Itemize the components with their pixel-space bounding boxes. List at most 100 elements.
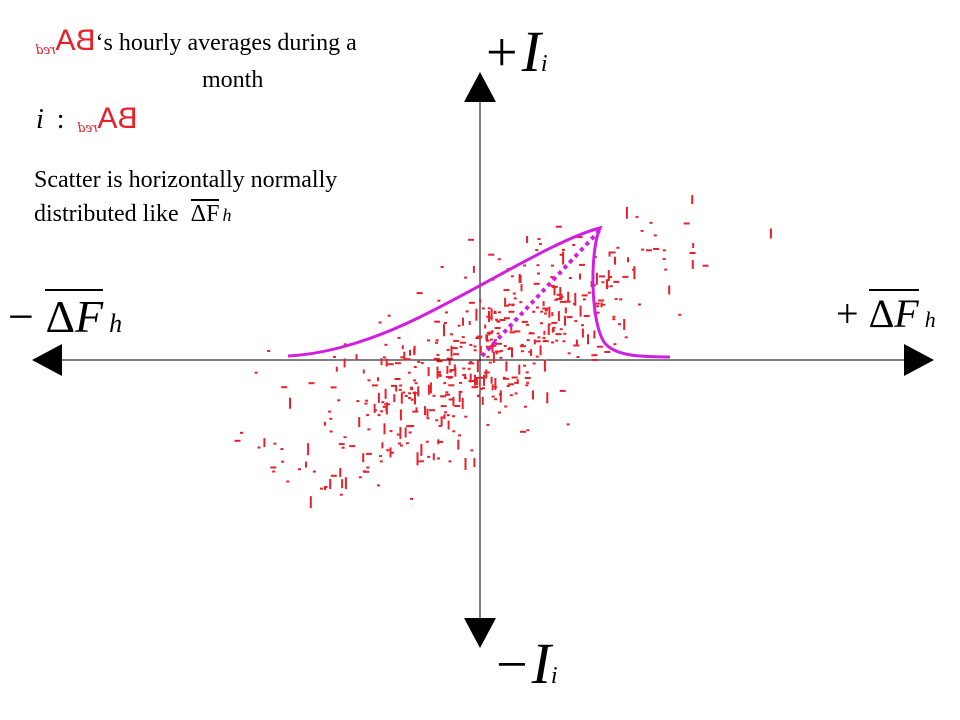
- y-axis-arrow-down: [464, 618, 496, 648]
- scatter-point: [490, 308, 493, 321]
- scatter-point: [403, 351, 406, 361]
- scatter-point: [579, 263, 585, 266]
- scatter-point: [524, 377, 531, 379]
- scatter-point: [486, 355, 490, 358]
- scatter-point: [449, 369, 456, 371]
- scatter-point: [537, 272, 540, 275]
- scatter-point: [383, 423, 386, 435]
- scatter-point: [653, 248, 660, 250]
- scatter-point: [662, 249, 666, 252]
- scatter-point: [410, 388, 414, 391]
- scatter-point: [598, 299, 605, 302]
- scatter-point: [607, 270, 610, 282]
- scatter-point: [416, 292, 423, 295]
- mapping-label: i : BAred: [36, 102, 137, 137]
- scatter-point: [438, 374, 442, 377]
- scatter-point: [444, 411, 448, 414]
- scatter-point: [453, 353, 459, 356]
- scatter-point: [479, 388, 483, 390]
- scatter-point: [424, 406, 426, 416]
- scatter-point: [477, 377, 481, 379]
- scatter-point: [386, 449, 390, 452]
- scatter-point: [440, 405, 447, 408]
- scatter-point: [583, 315, 590, 317]
- scatter-point: [614, 298, 618, 300]
- mapping-separator: :: [56, 104, 65, 135]
- scatter-point: [499, 356, 503, 359]
- scatter-point: [240, 431, 243, 434]
- scatter-point: [257, 446, 261, 449]
- scatter-point: [453, 364, 456, 370]
- scatter-point: [479, 299, 482, 303]
- scatter-point: [452, 415, 456, 418]
- scatter-point: [432, 394, 436, 397]
- scatter-point: [649, 221, 653, 224]
- scatter-point: [533, 282, 540, 285]
- scatter-point: [394, 362, 401, 365]
- scatter-point: [547, 325, 550, 335]
- scatter-point: [499, 390, 502, 403]
- scatter-point: [609, 251, 616, 254]
- scatter-point: [599, 275, 605, 278]
- scatter-point: [440, 416, 444, 419]
- scatter-point: [491, 342, 494, 353]
- scatter-point: [358, 417, 361, 428]
- scatter-point: [496, 320, 500, 323]
- note-delta-f-h: ΔF h: [190, 199, 232, 227]
- scatter-point: [469, 373, 472, 383]
- scatter-point: [298, 468, 301, 471]
- scatter-point: [494, 398, 498, 401]
- mapping-index: i: [36, 104, 44, 135]
- scatter-point: [464, 415, 468, 418]
- scatter-point: [612, 318, 616, 321]
- scatter-point: [613, 343, 617, 346]
- scatter-point: [362, 369, 365, 374]
- scatter-point: [409, 349, 411, 356]
- scatter-point: [356, 400, 360, 403]
- scatter-point: [494, 350, 501, 353]
- scatter-point: [600, 302, 603, 308]
- scatter-point: [343, 358, 346, 368]
- scatter-point: [581, 328, 584, 338]
- scatter-point: [562, 248, 565, 251]
- scatter-point: [538, 242, 542, 245]
- scatter-point: [481, 307, 485, 310]
- scatter-point: [468, 238, 474, 241]
- scatter-point: [464, 458, 467, 470]
- scatter-point: [493, 386, 497, 388]
- scatter-point: [566, 316, 573, 319]
- scatter-point: [502, 376, 506, 379]
- scatter-point: [633, 266, 636, 280]
- scatter-point: [769, 228, 772, 239]
- scatter-point: [377, 484, 380, 487]
- scatter-point: [382, 356, 386, 359]
- scatter-point: [533, 339, 536, 345]
- scatter-point: [678, 313, 682, 316]
- scatter-point: [560, 296, 564, 299]
- scatter-point: [554, 298, 558, 301]
- scatter-point: [490, 376, 493, 384]
- scatter-point: [604, 351, 611, 353]
- scatter-point: [525, 384, 529, 387]
- scatter-point: [333, 355, 336, 358]
- scatter-point: [335, 366, 338, 372]
- scatter-point: [575, 339, 578, 346]
- scatter-point: [305, 461, 307, 468]
- scatter-point: [509, 331, 516, 334]
- scatter-point: [683, 222, 690, 225]
- scatter-point: [384, 343, 388, 346]
- scatter-point: [640, 229, 644, 232]
- scatter-point: [551, 264, 554, 267]
- scatter-point: [556, 297, 563, 300]
- scatter-point: [478, 381, 481, 386]
- mapping-ba-mirrored: BAred: [77, 102, 138, 136]
- scatter-point: [542, 307, 549, 310]
- scatter-point: [616, 246, 620, 249]
- scatter-point: [435, 341, 439, 344]
- scatter-point: [413, 345, 416, 354]
- scatter-point: [387, 363, 394, 366]
- scatter-point: [408, 431, 412, 434]
- scatter-point: [309, 496, 312, 509]
- scatter-point: [488, 253, 495, 256]
- scatter-point: [510, 275, 514, 278]
